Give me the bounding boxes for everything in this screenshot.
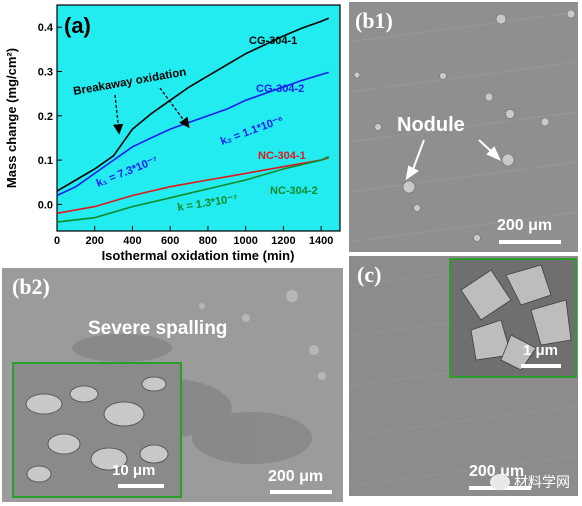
arrow-breakaway-1 xyxy=(112,94,124,135)
nodule xyxy=(353,71,361,79)
inset-texture-b2 xyxy=(14,364,180,496)
x-tick-label: 600 xyxy=(161,235,179,247)
scale-label-c-inset: 1 μm xyxy=(523,342,559,359)
x-tick-label: 200 xyxy=(86,235,104,247)
y-tick-label: 0.0 xyxy=(38,199,53,211)
watermark-text: 材料学网 xyxy=(514,475,570,491)
chart-svg: 0 200 400 600 800 1000 1200 1400 0.0 0.1 0.2 0.3 0.4… xyxy=(4,4,341,263)
nodule xyxy=(484,92,494,102)
nodule xyxy=(402,180,416,194)
panel-label-c: (c) xyxy=(357,262,382,287)
wechat-icon xyxy=(490,474,510,490)
scale-label-b2: 200 μm xyxy=(268,468,324,485)
panel-label-a: (a) xyxy=(64,13,91,38)
y-tick-label: 0.2 xyxy=(38,111,53,123)
series-label-cg-304-2: CG-304-2 xyxy=(256,83,304,95)
nodule xyxy=(413,204,421,212)
nodule xyxy=(566,9,576,19)
series-line-cg-304-2 xyxy=(56,71,329,197)
series-label-cg-304-1: CG-304-1 xyxy=(249,35,297,47)
y-axis-label: Mass change (mg/cm²) xyxy=(4,48,19,188)
inset-c: 1 μm xyxy=(449,258,577,378)
scale-label-b1: 200 μm xyxy=(497,217,553,234)
inset-texture-c xyxy=(451,260,575,376)
arrow-nodule-1 xyxy=(411,139,425,173)
scale-label-b2-inset: 10 μm xyxy=(112,462,156,479)
x-tick-label: 800 xyxy=(199,235,217,247)
scale-bar-b2-inset xyxy=(118,484,164,488)
x-tick-label: 1200 xyxy=(271,235,295,247)
nodule xyxy=(473,234,481,242)
series-label-nc-304-2: NC-304-2 xyxy=(270,185,318,197)
inset-b2: 10 μm xyxy=(12,362,182,498)
sem-texture-b1 xyxy=(349,2,578,252)
series-label-nc-304-1: NC-304-1 xyxy=(258,150,306,162)
series-line-cg-304-1 xyxy=(56,17,330,192)
y-tick-label: 0.4 xyxy=(38,22,54,34)
nodule xyxy=(439,72,447,80)
x-tick-label: 400 xyxy=(123,235,141,247)
plot-background xyxy=(56,4,341,232)
y-tick-label: 0.3 xyxy=(38,66,53,78)
x-tick-label: 1400 xyxy=(309,235,333,247)
sem-image-b1: (b1) Nodule 200 μm xyxy=(349,2,578,252)
x-tick-label: 1000 xyxy=(233,235,257,247)
arrow-breakaway-2 xyxy=(159,87,190,129)
nodule xyxy=(540,117,550,127)
y-tick-label: 0.1 xyxy=(38,155,53,167)
nodule xyxy=(495,13,507,25)
panel-label-b2: (b2) xyxy=(12,274,50,299)
sem-image-b2: (b2) Severe spalling 10 μm 200 μm xyxy=(2,268,343,502)
chart-panel: 0 200 400 600 800 1000 1200 1400 0.0 0.1 0.2 0.3 0.4… xyxy=(0,0,348,268)
scale-label-c: 200 μm xyxy=(469,463,525,480)
panel-label-b1: (b1) xyxy=(355,8,393,33)
series-line-nc-304-2 xyxy=(56,155,330,223)
nodule xyxy=(374,123,382,131)
nodule xyxy=(505,109,515,119)
x-tick-label: 0 xyxy=(54,235,60,247)
scale-bar-b2 xyxy=(270,490,332,494)
x-axis-label: Isothermal oxidation time (min) xyxy=(102,248,295,263)
sem-image-c: (c) 1 μm 200 μm 材料学网 xyxy=(349,256,578,496)
scale-bar-c-inset xyxy=(521,364,561,368)
nodule xyxy=(501,153,515,167)
spalling-label: Severe spalling xyxy=(88,318,228,339)
watermark: 材料学网 xyxy=(490,472,570,492)
scale-bar-b1 xyxy=(499,240,561,244)
nodule-label: Nodule xyxy=(397,114,465,136)
